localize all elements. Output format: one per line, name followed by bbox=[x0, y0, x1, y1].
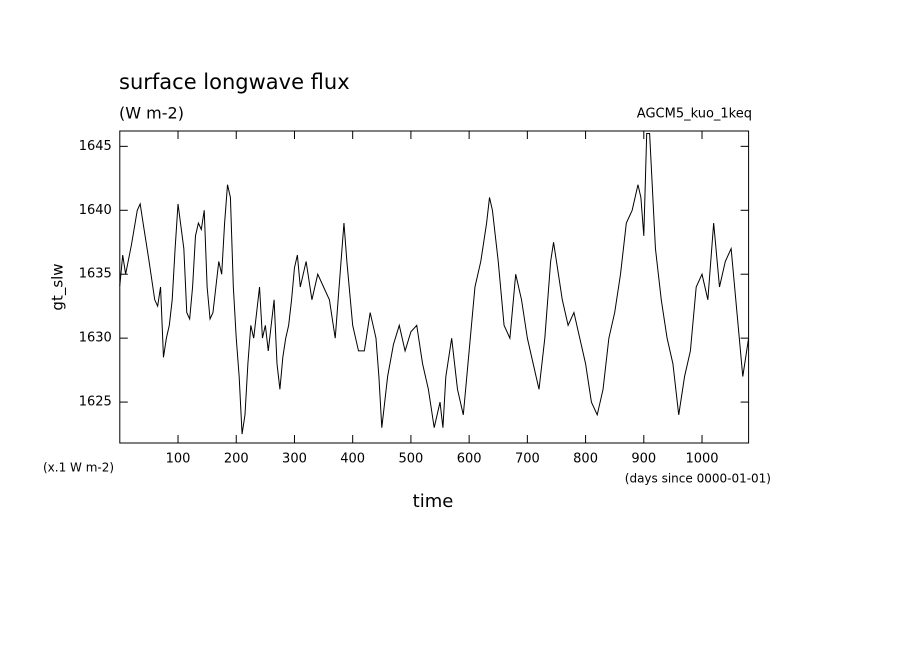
y-tick-label: 1625 bbox=[79, 395, 112, 410]
x-tick-label: 700 bbox=[515, 452, 540, 467]
chart-subtitle: (W m-2) bbox=[119, 104, 184, 123]
y-tick-label: 1635 bbox=[79, 267, 112, 282]
x-tick-label: 100 bbox=[166, 452, 191, 467]
annotation: AGCM5_kuo_1keq bbox=[637, 107, 752, 122]
x-tick-label: 600 bbox=[457, 452, 482, 467]
x-tick-label: 300 bbox=[282, 452, 307, 467]
chart-title: surface longwave flux bbox=[119, 70, 350, 94]
x-tick-label: 400 bbox=[340, 452, 365, 467]
y-tick-label: 1640 bbox=[79, 203, 112, 218]
plot-frame bbox=[119, 130, 750, 444]
data-line bbox=[119, 133, 750, 435]
x-tick-label: 800 bbox=[573, 452, 598, 467]
x-axis-label: time bbox=[413, 491, 454, 512]
y-tick-label: 1630 bbox=[79, 331, 112, 346]
x-tick-label: 1000 bbox=[685, 452, 718, 467]
y-unit: (x.1 W m-2) bbox=[43, 461, 114, 475]
x-tick-label: 500 bbox=[398, 452, 423, 467]
y-tick-label: 1645 bbox=[79, 139, 112, 154]
x-tick-label: 900 bbox=[631, 452, 656, 467]
x-tick-label: 200 bbox=[224, 452, 249, 467]
y-axis-label: gt_slw bbox=[49, 263, 68, 310]
x-unit: (days since 0000-01-01) bbox=[625, 472, 771, 486]
